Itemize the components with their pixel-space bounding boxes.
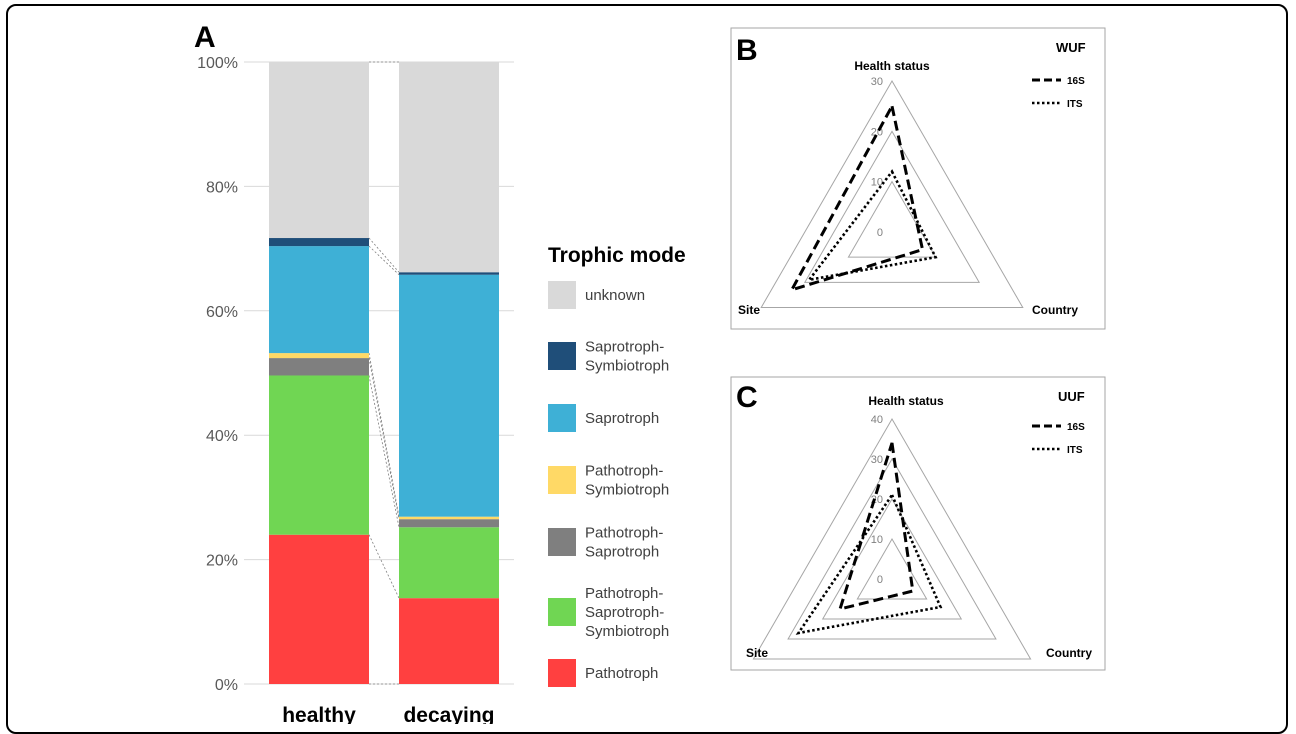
stacked-bars xyxy=(269,62,499,684)
legend-label-16s: 16S xyxy=(1067,76,1085,87)
radar-gridline xyxy=(752,418,1032,660)
bar-segment-pathotroph-decaying xyxy=(399,598,499,684)
panel-b-frame xyxy=(730,27,1106,330)
panel-c-letter: C xyxy=(736,381,758,414)
y-tick-label: 80% xyxy=(206,179,238,196)
bar-segment-saprotroph-decaying xyxy=(399,274,499,517)
legend-label: Saprotroph- xyxy=(585,604,664,621)
radar-tick-label: 0 xyxy=(877,227,883,239)
radar-series-16s xyxy=(788,101,925,293)
x-category-label: decaying xyxy=(403,704,494,724)
radar-series-its xyxy=(795,492,943,635)
legend-label: Pathotroph xyxy=(585,665,658,682)
legend-label: Saprotroph xyxy=(585,544,659,561)
bar-segment-pathotroph-symbiotroph-decaying xyxy=(399,516,499,520)
bar-segment-pathotroph-saprotroph-symbiotroph-decaying xyxy=(399,527,499,599)
legend-label: Symbiotroph xyxy=(585,482,669,499)
x-axis-categories: healthy decaying xyxy=(282,704,494,724)
panel-a-stacked-bar-chart: A 0% 20% 40% 60% 80% 100% healthy decaying Tro… xyxy=(194,21,686,724)
legend-label-its: ITS xyxy=(1067,99,1083,110)
legend-swatch-saprotroph-symbiotroph xyxy=(548,342,576,370)
panel-a-letter: A xyxy=(194,21,216,54)
legend-label: unknown xyxy=(585,287,645,304)
y-tick-label: 20% xyxy=(206,553,238,570)
bar-segment-pathotroph-saprotroph-healthy xyxy=(269,358,369,376)
legend-label: Saprotroph- xyxy=(585,339,664,356)
panel-c-frame xyxy=(730,376,1106,671)
x-category-label: healthy xyxy=(282,704,356,724)
legend-swatch-pathotroph-saprotroph-symbiotroph xyxy=(548,598,576,626)
connector-line xyxy=(368,357,400,520)
connector-line xyxy=(368,534,400,599)
radar-tick-label: 0 xyxy=(877,574,883,586)
radar-tick-label: 40 xyxy=(871,414,883,426)
radar-axis-label-site: Site xyxy=(746,646,768,660)
legend-label: Saprotroph xyxy=(585,410,659,427)
bar-segment-pathotroph-saprotroph-symbiotroph-healthy xyxy=(269,375,369,535)
legend-swatch-saprotroph xyxy=(548,404,576,432)
radar-axis-label-country: Country xyxy=(1032,303,1078,317)
bar-segment-saprotroph-healthy xyxy=(269,246,369,354)
radar-gridline xyxy=(760,80,1024,308)
connector-line xyxy=(368,237,400,273)
radar-axis-label-country: Country xyxy=(1046,646,1092,660)
trophic-mode-legend: Trophic mode unknown Saprotroph- Symbiotro… xyxy=(548,244,686,687)
radar-axis-label-health-status: Health status xyxy=(868,394,944,408)
radar-gridline xyxy=(847,180,937,258)
radar-gridline xyxy=(821,498,963,620)
y-axis-ticks: 0% 20% 40% 60% 80% 100% xyxy=(197,55,238,694)
panel-b-legend: 16S ITS xyxy=(1032,76,1085,110)
bar-connector-lines xyxy=(368,61,400,685)
radar-tick-label: 30 xyxy=(871,454,883,466)
radar-axis-label-health-status: Health status xyxy=(854,59,930,73)
legend-label: Symbiotroph xyxy=(585,623,669,640)
bar-segment-unknown-decaying xyxy=(399,62,499,273)
radar-gridline xyxy=(856,537,928,600)
y-tick-label: 60% xyxy=(206,304,238,321)
radar-series-16s xyxy=(837,442,915,612)
bar-segment-pathotroph-symbiotroph-healthy xyxy=(269,353,369,359)
legend-label: Pathotroph- xyxy=(585,525,663,542)
legend-label-16s: 16S xyxy=(1067,422,1085,433)
radar-gridline xyxy=(787,457,997,640)
panel-c-title: UUF xyxy=(1058,389,1085,404)
legend-label: Pathotroph- xyxy=(585,463,663,480)
bar-segment-saprotroph-symbiotroph-healthy xyxy=(269,238,369,247)
radar-series-its xyxy=(806,169,938,282)
panel-b-letter: B xyxy=(736,34,758,67)
connector-line xyxy=(368,245,400,276)
panel-c-legend: 16S ITS xyxy=(1032,422,1085,456)
legend-label-its: ITS xyxy=(1067,445,1083,456)
legend-label: Pathotroph- xyxy=(585,585,663,602)
legend-title: Trophic mode xyxy=(548,244,686,267)
y-tick-label: 0% xyxy=(215,677,238,694)
panel-b-title: WUF xyxy=(1056,40,1086,55)
legend-swatch-unknown xyxy=(548,281,576,309)
radar-tick-label: 30 xyxy=(871,76,883,88)
bar-segment-unknown-healthy xyxy=(269,62,369,239)
connector-line xyxy=(368,375,400,528)
legend-label: Symbiotroph xyxy=(585,358,669,375)
bar-segment-pathotroph-healthy xyxy=(269,534,369,684)
bar-segment-pathotroph-saprotroph-decaying xyxy=(399,519,499,528)
radar-gridline xyxy=(803,130,981,283)
legend-swatch-pathotroph-saprotroph xyxy=(548,528,576,556)
radar-tick-label: 10 xyxy=(871,534,883,546)
legend-swatch-pathotroph-symbiotroph xyxy=(548,466,576,494)
y-tick-label: 40% xyxy=(206,428,238,445)
bar-segment-saprotroph-symbiotroph-decaying xyxy=(399,272,499,275)
y-tick-label: 100% xyxy=(197,55,238,72)
radar-axis-label-site: Site xyxy=(738,303,760,317)
legend-swatch-pathotroph xyxy=(548,659,576,687)
